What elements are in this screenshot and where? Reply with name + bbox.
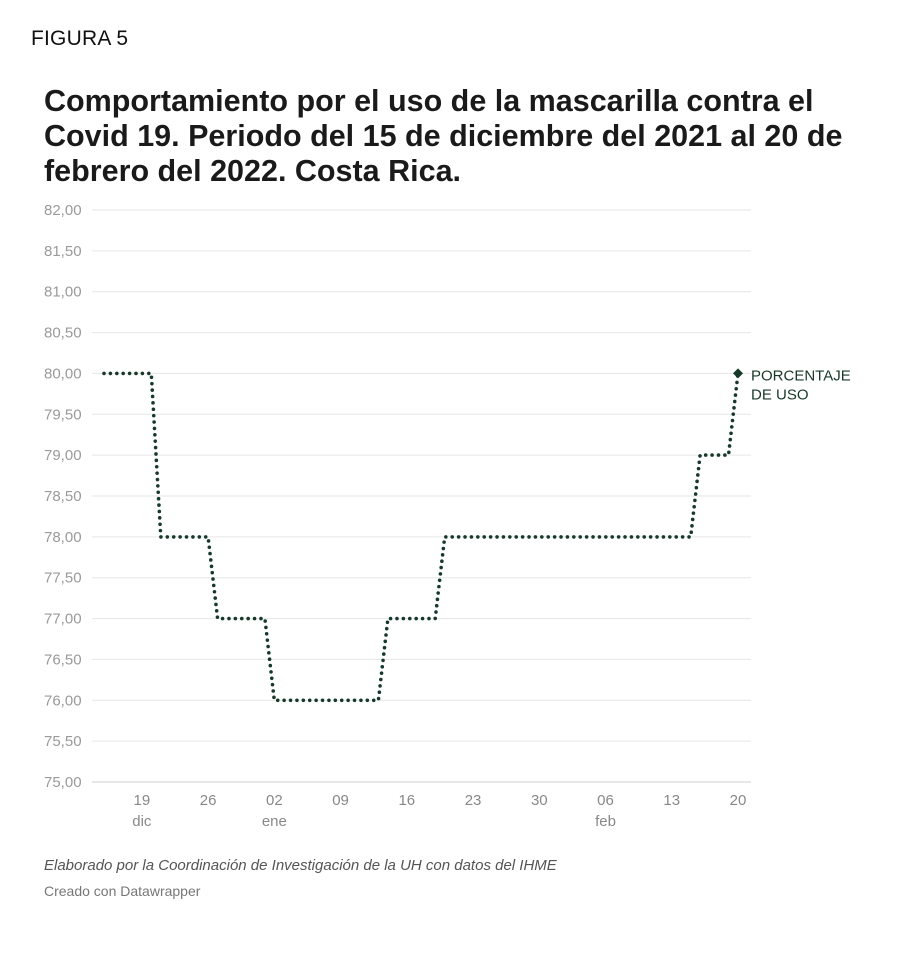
- y-tick-label: 79,50: [44, 406, 82, 423]
- x-tick-sublabel: ene: [262, 813, 287, 830]
- y-tick-label: 77,00: [44, 611, 82, 628]
- x-tick-label: 13: [663, 792, 680, 809]
- y-tick-label: 78,00: [44, 529, 82, 546]
- x-tick-label: 02: [266, 792, 283, 809]
- series-label-line: PORCENTAJE: [751, 367, 851, 384]
- x-axis-ticks: 19 dic 26 02 ene 09 16 23 30 06 feb 13 20: [132, 792, 746, 830]
- gridlines: [92, 209, 751, 783]
- y-tick-label: 82,00: [44, 202, 82, 219]
- y-tick-label: 81,00: [44, 284, 82, 301]
- y-tick-label: 80,50: [44, 325, 82, 342]
- created-with-credit: Creado con Datawrapper: [44, 883, 201, 899]
- y-tick-label: 80,00: [44, 365, 82, 382]
- y-tick-label: 76,50: [44, 651, 82, 668]
- series-line: [102, 371, 740, 703]
- series-layer: [102, 368, 743, 703]
- x-tick-label: 19: [134, 792, 151, 809]
- y-tick-label: 75,50: [44, 733, 82, 750]
- series-label-line: DE USO: [751, 386, 809, 403]
- figure-label: FIGURA 5: [31, 27, 129, 50]
- y-tick-label: 79,00: [44, 447, 82, 464]
- x-tick-label: 06: [597, 792, 614, 809]
- y-tick-label: 81,50: [44, 243, 82, 260]
- x-tick-label: 26: [200, 792, 217, 809]
- source-note: Elaborado por la Coordinación de Investi…: [44, 857, 557, 874]
- x-tick-label: 09: [332, 792, 349, 809]
- y-tick-label: 76,00: [44, 692, 82, 709]
- y-tick-label: 77,50: [44, 570, 82, 587]
- x-tick-label: 23: [465, 792, 482, 809]
- x-tick-sublabel: dic: [132, 813, 152, 830]
- x-tick-sublabel: feb: [595, 813, 616, 830]
- y-tick-label: 75,00: [44, 774, 82, 791]
- end-point-marker: [733, 368, 743, 379]
- series-label: PORCENTAJE DE USO: [751, 367, 851, 403]
- x-tick-label: 20: [730, 792, 747, 809]
- chart-title: Comportamiento por el uso de la mascaril…: [44, 84, 843, 188]
- y-tick-label: 78,50: [44, 488, 82, 505]
- y-axis-ticks: 82,00 81,50 81,00 80,50 80,00 79,50 79,00 78,50…: [44, 202, 82, 791]
- x-tick-label: 16: [398, 792, 415, 809]
- x-tick-label: 30: [531, 792, 548, 809]
